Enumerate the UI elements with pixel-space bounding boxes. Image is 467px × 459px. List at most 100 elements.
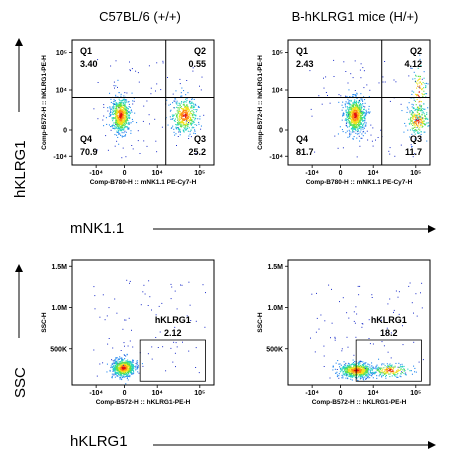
event-dot — [418, 107, 420, 109]
event-dot — [353, 101, 355, 103]
event-dot — [370, 124, 372, 126]
event-dot — [369, 364, 371, 366]
event-dot — [178, 102, 180, 104]
event-dot — [112, 368, 114, 370]
event-dot — [129, 112, 131, 114]
event-dot — [194, 103, 196, 105]
event-dot — [351, 116, 353, 118]
event-dot — [356, 119, 358, 121]
event-dot — [115, 127, 117, 129]
event-dot — [186, 105, 188, 107]
event-dot — [194, 124, 196, 126]
event-dot — [193, 120, 195, 122]
gate-percent: 2.12 — [164, 328, 182, 338]
event-dot — [352, 138, 354, 140]
event-dot — [182, 122, 184, 124]
event-dot — [418, 78, 420, 80]
event-dot — [333, 76, 335, 77]
event-dot — [361, 366, 363, 368]
event-dot — [312, 65, 313, 67]
event-dot — [351, 111, 353, 113]
event-dot — [416, 98, 418, 100]
event-dot — [338, 377, 340, 379]
event-dot — [381, 375, 383, 377]
event-dot — [355, 110, 357, 112]
event-dot — [339, 363, 341, 365]
event-dot — [349, 372, 351, 374]
event-dot — [125, 110, 127, 112]
event-dot — [369, 374, 371, 376]
y-tick-label: 1.5M — [267, 264, 283, 271]
event-dot — [129, 362, 131, 364]
event-dot — [424, 108, 426, 110]
event-dot — [116, 357, 118, 359]
event-dot — [123, 104, 125, 106]
event-dot — [382, 371, 384, 373]
event-dot — [128, 101, 130, 103]
event-dot — [372, 366, 374, 368]
event-dot — [137, 366, 139, 368]
event-dot — [102, 294, 104, 296]
event-dot — [187, 106, 189, 108]
event-dot — [417, 67, 419, 69]
event-dot — [355, 120, 357, 122]
event-dot — [121, 366, 123, 368]
event-dot — [397, 296, 399, 298]
event-dot — [187, 123, 189, 125]
event-dot — [358, 360, 360, 362]
event-dot — [309, 70, 311, 72]
event-dot — [358, 119, 360, 121]
event-dot — [182, 108, 184, 110]
event-dot — [129, 117, 131, 119]
event-dot — [344, 366, 346, 368]
event-dot — [359, 370, 361, 372]
event-dot — [353, 124, 355, 126]
event-dot — [136, 368, 138, 370]
event-dot — [348, 370, 350, 372]
event-dot — [389, 363, 391, 365]
x-tick-label: 0 — [123, 390, 127, 397]
event-dot — [180, 122, 182, 124]
event-dot — [122, 374, 124, 376]
event-dot — [349, 375, 351, 377]
event-dot — [347, 362, 349, 364]
event-dot — [393, 367, 395, 369]
event-dot — [367, 376, 369, 378]
event-dot — [204, 326, 206, 328]
event-dot — [112, 365, 114, 367]
event-dot — [364, 102, 366, 104]
event-dot — [399, 369, 401, 371]
event-dot — [132, 103, 134, 105]
event-dot — [364, 370, 366, 372]
event-dot — [381, 364, 383, 366]
event-dot — [349, 113, 351, 115]
event-dot — [356, 369, 358, 371]
event-dot — [370, 367, 372, 369]
event-dot — [417, 80, 419, 82]
event-dot — [356, 107, 358, 109]
event-dot — [119, 103, 121, 105]
event-dot — [408, 102, 410, 104]
event-dot — [348, 367, 350, 369]
event-dot — [129, 360, 131, 362]
event-dot — [122, 364, 124, 366]
event-dot — [412, 110, 414, 112]
event-dot — [361, 133, 363, 135]
event-dot — [348, 364, 350, 366]
event-dot — [126, 377, 128, 379]
event-dot — [385, 372, 387, 374]
event-dot — [128, 365, 130, 367]
event-dot — [117, 119, 119, 121]
event-dot — [184, 105, 186, 107]
event-dot — [115, 114, 117, 116]
event-dot — [127, 114, 129, 116]
event-dot — [381, 319, 382, 321]
event-dot — [350, 364, 352, 366]
event-dot — [118, 124, 120, 126]
event-dot — [193, 114, 195, 116]
event-dot — [116, 364, 118, 366]
event-dot — [194, 114, 196, 116]
event-dot — [347, 367, 349, 369]
event-dot — [348, 366, 350, 368]
event-dot — [119, 373, 121, 375]
